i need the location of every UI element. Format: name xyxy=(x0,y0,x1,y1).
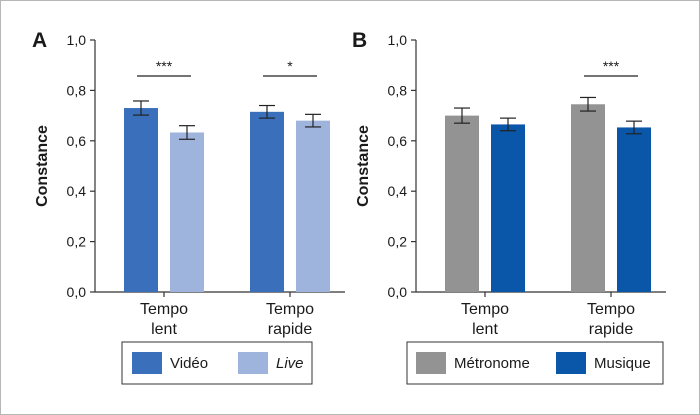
significance-label: *** xyxy=(156,58,173,74)
legend-label: Musique xyxy=(594,355,651,372)
legend-swatch xyxy=(416,352,446,374)
y-tick-label: 0,2 xyxy=(67,234,87,250)
y-tick-label: 0,0 xyxy=(67,284,87,300)
legend-swatch xyxy=(238,352,268,374)
bar xyxy=(617,127,651,292)
bar xyxy=(296,120,330,292)
panel-label: A xyxy=(32,29,47,52)
y-tick-label: 0,4 xyxy=(67,183,87,199)
chart-panel-b: B Constance 0,0 0,2 0,4 0,6 0,8 1,0 Tempo lent Tem… xyxy=(352,29,666,385)
x-tick-label: Tempo xyxy=(461,301,509,318)
legend-label: Vidéo xyxy=(170,355,208,372)
legend-label: Métronome xyxy=(454,355,530,372)
panel-label: B xyxy=(352,29,367,52)
y-tick-label: 0,6 xyxy=(388,133,408,149)
y-axis-title: Constance xyxy=(34,125,51,207)
significance-label: * xyxy=(287,58,293,74)
y-tick-label: 0,8 xyxy=(388,82,408,98)
chart-panel-a: AConstance0,00,20,40,60,81,0Tempolent***… xyxy=(32,29,345,385)
x-tick-label: Tempo xyxy=(140,301,188,318)
bar xyxy=(491,124,525,292)
y-tick-label: 1,0 xyxy=(67,32,87,48)
y-tick-label: 1,0 xyxy=(388,32,408,48)
legend-swatch xyxy=(132,352,162,374)
legend-label: Live xyxy=(276,355,304,372)
x-tick-label: Tempo xyxy=(587,301,635,318)
x-tick-label: Tempo xyxy=(266,301,314,318)
bar xyxy=(445,115,479,292)
bar xyxy=(124,108,158,292)
legend-box xyxy=(406,341,664,385)
x-tick-label: lent xyxy=(472,321,498,338)
y-tick-label: 0,6 xyxy=(67,133,87,149)
x-tick-label: lent xyxy=(151,321,177,338)
bar xyxy=(571,104,605,292)
y-axis-title: Constance xyxy=(355,125,372,207)
bar xyxy=(170,132,204,292)
y-tick-label: 0,0 xyxy=(388,284,408,300)
y-tick-label: 0,8 xyxy=(67,82,87,98)
y-tick-label: 0,2 xyxy=(388,234,408,250)
legend-swatch xyxy=(556,352,586,374)
y-tick-label: 0,4 xyxy=(388,183,408,199)
x-tick-label: rapide xyxy=(589,321,634,338)
significance-label: *** xyxy=(603,58,620,74)
x-tick-label: rapide xyxy=(268,321,313,338)
bar xyxy=(250,111,284,292)
